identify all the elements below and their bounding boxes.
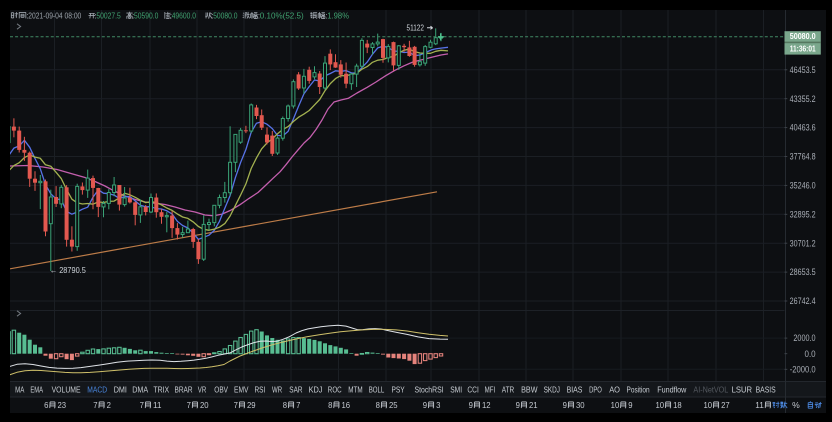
svg-text:50027.5: 50027.5: [96, 10, 121, 20]
svg-text:CCI: CCI: [467, 386, 478, 395]
svg-text:30: 30: [576, 400, 585, 410]
svg-text:BIAS: BIAS: [567, 386, 583, 395]
svg-text:7: 7: [140, 400, 144, 410]
svg-text:ATR: ATR: [502, 386, 515, 395]
svg-text:49600.0: 49600.0: [172, 10, 196, 20]
svg-text:MFI: MFI: [485, 386, 496, 395]
svg-text:AI-NetVOL: AI-NetVOL: [693, 386, 728, 395]
svg-text:Fundflow: Fundflow: [657, 386, 686, 395]
svg-text:21: 21: [529, 400, 538, 410]
svg-text:7: 7: [296, 400, 300, 410]
svg-text:← 28790.5: ← 28790.5: [50, 265, 86, 275]
svg-text:40463.6: 40463.6: [790, 123, 816, 133]
svg-text:MA: MA: [15, 386, 25, 395]
svg-text:MTM: MTM: [348, 386, 363, 395]
svg-text:51122: 51122: [407, 22, 425, 32]
svg-text:11: 11: [755, 400, 764, 410]
svg-text:SKDJ: SKDJ: [544, 386, 560, 395]
svg-text:AO: AO: [609, 386, 620, 395]
svg-text:SAR: SAR: [289, 386, 302, 395]
svg-text:SMI: SMI: [450, 386, 462, 395]
svg-text::: :: [258, 10, 260, 20]
svg-text:DPO: DPO: [589, 386, 602, 395]
svg-text:BASIS: BASIS: [756, 386, 776, 395]
svg-text:VOLUME: VOLUME: [52, 386, 81, 395]
svg-text:7: 7: [187, 400, 191, 410]
svg-text:9: 9: [563, 400, 567, 410]
svg-text:KDJ: KDJ: [309, 386, 323, 395]
svg-text:18: 18: [673, 400, 682, 410]
svg-text:43355.2: 43355.2: [790, 94, 816, 104]
svg-text:BBW: BBW: [521, 386, 538, 395]
svg-text:0.0: 0.0: [805, 349, 816, 359]
svg-text:10: 10: [611, 400, 620, 410]
svg-text:VR: VR: [198, 386, 207, 395]
svg-text:PSY: PSY: [392, 386, 406, 395]
svg-text:37764.8: 37764.8: [790, 152, 816, 162]
svg-text:LSUR: LSUR: [732, 386, 753, 395]
svg-text:0.10%(52.5): 0.10%(52.5): [260, 10, 304, 20]
svg-text:StochRSI: StochRSI: [415, 386, 444, 395]
svg-text:20: 20: [200, 400, 209, 410]
svg-text:7: 7: [93, 400, 97, 410]
svg-text:3: 3: [436, 400, 440, 410]
svg-text::: :: [132, 10, 134, 20]
svg-text:Position: Position: [627, 386, 650, 395]
svg-text:11:36:01: 11:36:01: [790, 44, 816, 54]
svg-text:2: 2: [107, 400, 111, 410]
svg-text:10: 10: [704, 400, 713, 410]
svg-text:EMV: EMV: [234, 386, 249, 395]
svg-text:25: 25: [389, 400, 398, 410]
svg-text:27: 27: [721, 400, 730, 410]
svg-text:50080.0: 50080.0: [790, 31, 816, 41]
svg-text:35246.0: 35246.0: [790, 181, 816, 191]
svg-text:50590.0: 50590.0: [134, 10, 159, 20]
svg-text:BOLL: BOLL: [369, 386, 385, 395]
svg-text:MACD: MACD: [87, 386, 107, 395]
svg-text:8: 8: [376, 400, 380, 410]
svg-text:OBV: OBV: [214, 386, 228, 395]
svg-text::: :: [26, 10, 28, 20]
svg-text:9: 9: [628, 400, 632, 410]
svg-text:10: 10: [656, 400, 665, 410]
svg-text:46453.5: 46453.5: [790, 65, 816, 75]
svg-text:29: 29: [247, 400, 256, 410]
svg-text::: :: [211, 10, 213, 20]
svg-text:-2000.0: -2000.0: [790, 364, 816, 374]
svg-text:6: 6: [44, 400, 48, 410]
svg-text:26742.4: 26742.4: [790, 296, 816, 306]
svg-text:1.98%: 1.98%: [327, 10, 349, 20]
svg-text:28653.5: 28653.5: [790, 267, 816, 277]
svg-text:RSI: RSI: [255, 386, 266, 395]
svg-text:32895.2: 32895.2: [790, 209, 816, 219]
svg-text:23: 23: [57, 400, 66, 410]
svg-text::: :: [170, 10, 172, 20]
svg-text:ROC: ROC: [328, 386, 342, 395]
svg-text:8: 8: [328, 400, 332, 410]
svg-text:EMA: EMA: [30, 386, 43, 395]
svg-text::: :: [325, 10, 327, 20]
svg-text:2021-09-04 08:00: 2021-09-04 08:00: [28, 10, 81, 20]
svg-text:30701.2: 30701.2: [790, 238, 816, 248]
svg-text:7: 7: [234, 400, 238, 410]
svg-text:TRIX: TRIX: [153, 386, 169, 395]
svg-text:%: %: [792, 400, 800, 410]
svg-text:DMI: DMI: [114, 386, 127, 395]
svg-text:WR: WR: [272, 386, 282, 395]
svg-text:BRAR: BRAR: [175, 386, 193, 395]
svg-text::: :: [94, 10, 96, 20]
svg-text:16: 16: [341, 400, 350, 410]
svg-text:9: 9: [469, 400, 473, 410]
svg-text:9: 9: [516, 400, 520, 410]
svg-text:2000.0: 2000.0: [793, 333, 815, 343]
svg-text:8: 8: [283, 400, 287, 410]
svg-text:12: 12: [482, 400, 491, 410]
svg-text:9: 9: [423, 400, 427, 410]
svg-text:50080.0: 50080.0: [213, 10, 237, 20]
svg-text:DMA: DMA: [132, 386, 148, 395]
svg-text:11: 11: [153, 400, 162, 410]
